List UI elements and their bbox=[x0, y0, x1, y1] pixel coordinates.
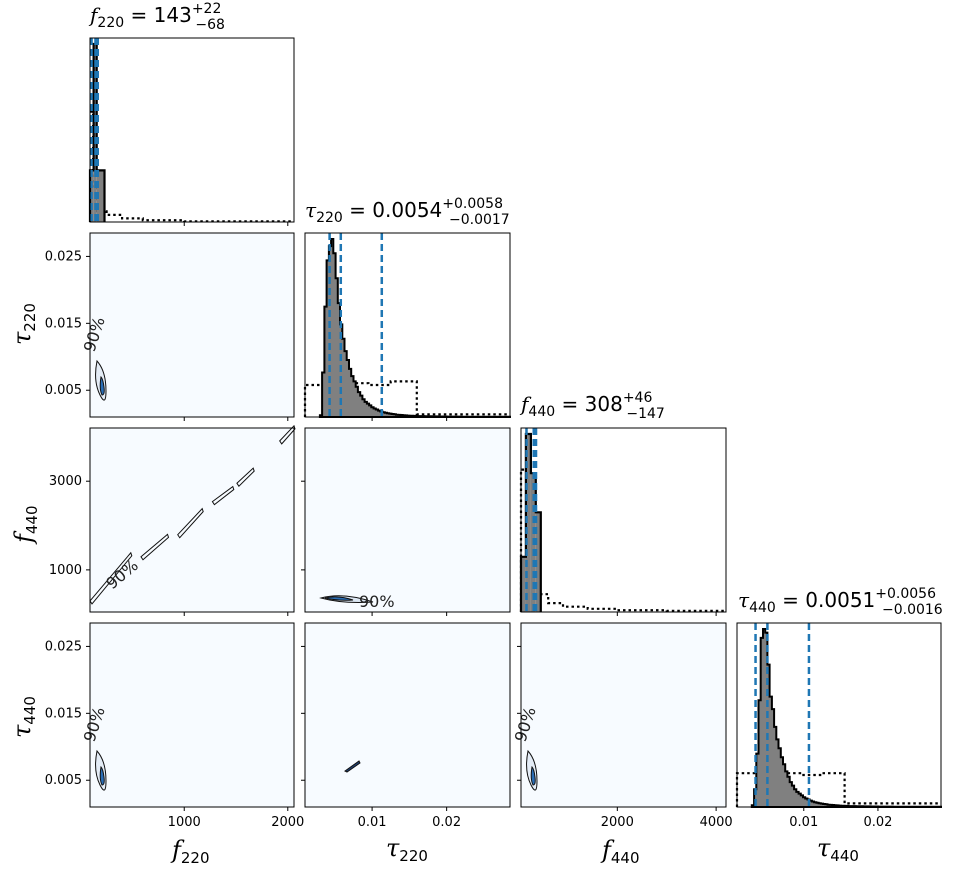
contour-90 bbox=[344, 760, 361, 773]
prior-histogram bbox=[735, 770, 941, 807]
y-tick-label: 3000 bbox=[49, 474, 82, 489]
panel-frame bbox=[89, 622, 295, 808]
contour-50 bbox=[324, 596, 354, 601]
contour-50 bbox=[530, 765, 536, 786]
title-f220: f220 = 143+22 −68 bbox=[88, 1, 225, 33]
panel-f220-vs-f220 bbox=[88, 37, 295, 226]
y-tick-label: 0.005 bbox=[45, 773, 82, 788]
contour-90 bbox=[177, 507, 204, 539]
y-tick-label: 0.025 bbox=[45, 249, 82, 264]
panel-tau220-vs-tau220 bbox=[303, 232, 511, 421]
panel-frame bbox=[520, 427, 727, 613]
y-tick-label: 0.025 bbox=[45, 639, 82, 654]
ylabel-tau440: τ440 bbox=[8, 696, 39, 738]
panel-tau440-vs-tau440: 0.01 0.02 bbox=[735, 622, 942, 830]
panel-frame bbox=[89, 427, 295, 613]
x-tick-label: 0.02 bbox=[432, 815, 461, 830]
posterior-outline bbox=[519, 432, 542, 612]
y-tick-label: 0.015 bbox=[45, 706, 82, 721]
contour-50 bbox=[99, 765, 105, 786]
panel-f440-vs-tau220: 90% bbox=[301, 427, 511, 616]
x-tick-label: 0.02 bbox=[863, 815, 892, 830]
xlabel-tau220: τ220 bbox=[386, 834, 428, 865]
xlabel-tau440: τ440 bbox=[817, 834, 859, 865]
x-tick-label: 0.01 bbox=[358, 815, 387, 830]
contour-label: 90% bbox=[359, 592, 395, 611]
panel-tau440-vs-f440: 90%2000 4000 bbox=[511, 622, 733, 830]
panel-tau440-vs-tau220: 0.01 0.02 bbox=[301, 622, 511, 830]
panel-f440-vs-f440 bbox=[519, 427, 727, 616]
contour-90 bbox=[89, 551, 133, 605]
ylabel-f440: f440 bbox=[10, 505, 41, 545]
ylabel-tau220: τ220 bbox=[8, 303, 39, 345]
panel-frame bbox=[304, 622, 511, 808]
posterior-bar bbox=[521, 556, 526, 612]
y-tick-label: 0.005 bbox=[45, 383, 82, 398]
panel-frame bbox=[304, 232, 511, 418]
panel-frame bbox=[736, 622, 942, 808]
title-f440: f440 = 308+46 −147 bbox=[519, 390, 665, 422]
panel-background bbox=[305, 623, 510, 807]
contour-90 bbox=[140, 533, 170, 561]
x-tick-label: 0.01 bbox=[789, 815, 818, 830]
y-tick-label: 1000 bbox=[49, 563, 82, 578]
panel-background bbox=[305, 428, 510, 612]
contour-90 bbox=[211, 485, 235, 506]
panel-frame bbox=[89, 37, 295, 223]
panel-frame bbox=[89, 232, 295, 418]
panel-background bbox=[90, 233, 294, 417]
posterior-bar bbox=[96, 170, 105, 222]
panel-background bbox=[521, 623, 726, 807]
x-tick-label: 2000 bbox=[271, 815, 304, 830]
x-tick-label: 4000 bbox=[700, 815, 733, 830]
panel-frame bbox=[304, 427, 511, 613]
posterior-histogram bbox=[318, 238, 511, 418]
posterior-bar bbox=[535, 512, 541, 612]
panel-frame bbox=[520, 622, 727, 808]
x-tick-label: 1000 bbox=[168, 815, 201, 830]
xlabel-f440: f440 bbox=[600, 836, 640, 867]
title-tau440: τ440 = 0.0051+0.0056 −0.0016 bbox=[738, 586, 943, 618]
contour-50 bbox=[99, 375, 105, 396]
y-tick-label: 0.015 bbox=[45, 316, 82, 331]
panel-background bbox=[90, 623, 294, 807]
prior-histogram bbox=[90, 110, 294, 223]
xlabel-f220: f220 bbox=[170, 836, 210, 867]
contour-90 bbox=[279, 424, 296, 445]
prior-histogram bbox=[519, 468, 726, 612]
posterior-histogram bbox=[750, 628, 942, 808]
contour-90 bbox=[236, 467, 255, 487]
x-tick-label: 2000 bbox=[601, 815, 634, 830]
title-tau220: τ220 = 0.0054+0.0058 −0.0017 bbox=[305, 196, 510, 228]
posterior-bar bbox=[525, 434, 531, 612]
